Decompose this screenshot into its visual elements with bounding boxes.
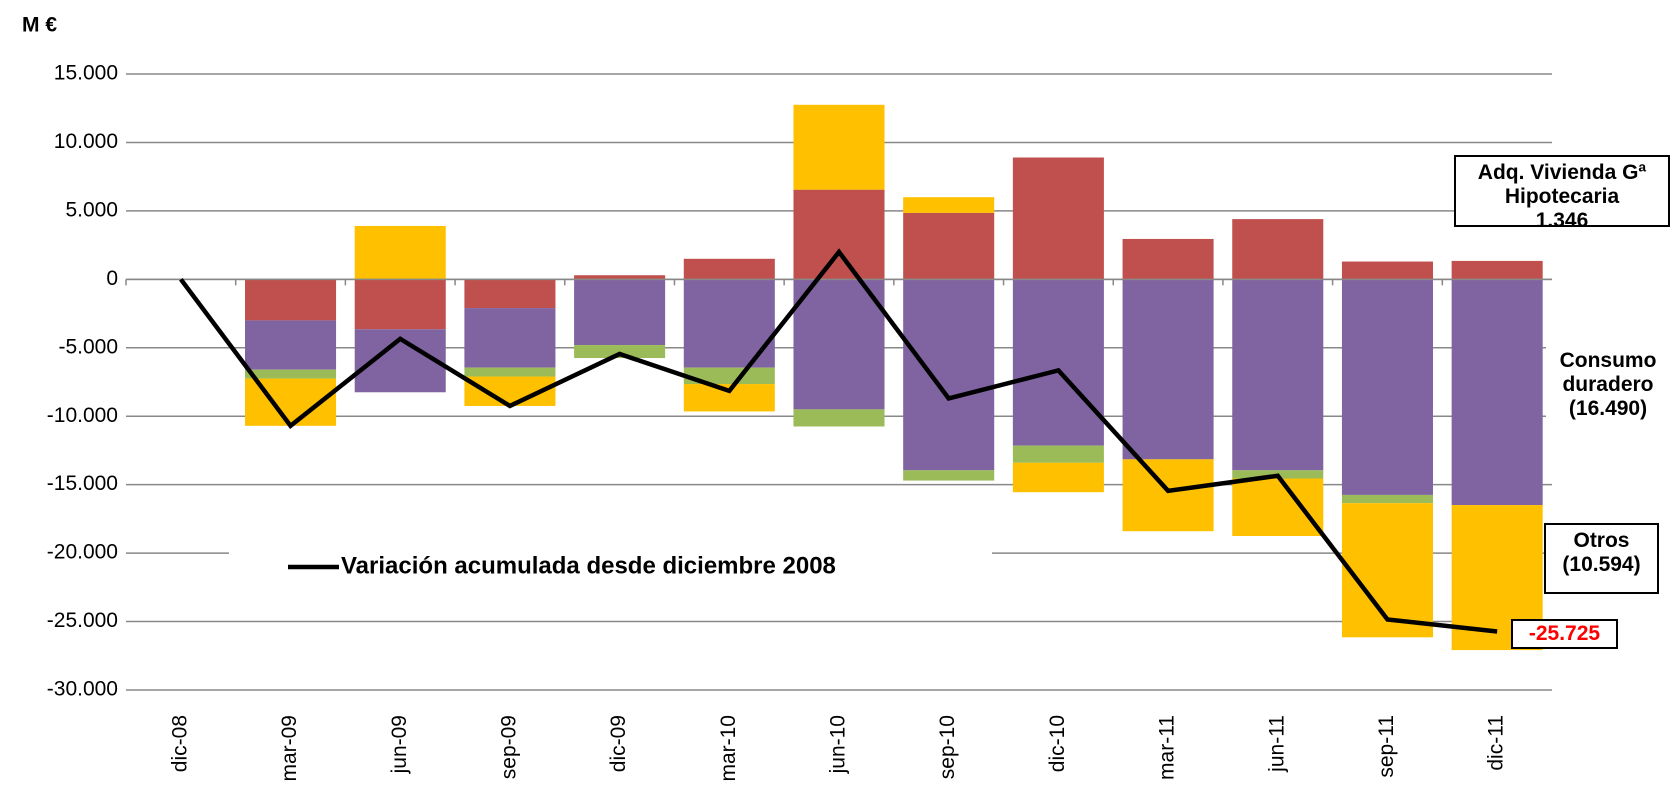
bar-segment: [1451, 279, 1543, 506]
y-tick-label: -15.000: [47, 472, 118, 495]
annotation-text: Consumo duradero: [1559, 349, 1657, 396]
y-tick-label: -25.000: [47, 609, 118, 632]
x-tick-label: jun-10: [827, 715, 850, 774]
x-tick-label: dic-11: [1485, 715, 1508, 771]
cumulative-line: [179, 248, 1498, 634]
x-tick-label: dic-09: [607, 715, 630, 772]
bar-segment: [245, 369, 337, 379]
bar-segment: [793, 104, 885, 190]
x-tick-label: jun-11: [1265, 715, 1288, 773]
bar-segment: [464, 367, 556, 377]
annotation-text: Adq. Vivienda Gª Hipotecaria: [1477, 161, 1647, 208]
x-tick-label: sep-11: [1375, 715, 1398, 778]
bar-segment: [793, 409, 885, 427]
bar-segment: [903, 197, 995, 213]
bar-segment: [354, 279, 446, 330]
bar-segment: [793, 189, 885, 280]
x-tick-label: mar-10: [717, 715, 740, 782]
annotation-text: -25.725: [1528, 622, 1601, 645]
x-tick-label: sep-10: [936, 715, 959, 779]
y-tick-label: 15.000: [54, 62, 118, 85]
bar-segment: [1451, 260, 1543, 280]
legend-label: Variación acumulada desde diciembre 2008: [341, 552, 836, 579]
annotation-text: (10.594): [1562, 553, 1641, 576]
bar-segment: [793, 279, 885, 410]
bar-segment: [903, 212, 995, 280]
x-tick-label: dic-08: [168, 715, 191, 772]
y-tick-label: -30.000: [47, 678, 118, 701]
annotation-consumo: Consumo duradero (16.490): [1546, 345, 1670, 437]
bar-segment: [245, 279, 337, 321]
x-tick-label: sep-09: [497, 715, 520, 779]
legend-box: [229, 536, 992, 596]
y-tick-label: 5.000: [65, 198, 118, 221]
bar-segment: [903, 279, 995, 471]
bar-segment: [1232, 478, 1324, 536]
x-tick-label: mar-11: [1156, 715, 1179, 780]
bar-segment: [1341, 503, 1433, 638]
bar-segment: [683, 367, 775, 385]
bar-segment: [1122, 238, 1214, 280]
bar-segment: [1012, 279, 1104, 446]
y-tick-label: 10.000: [54, 130, 118, 153]
annotation-text: 1.346: [1535, 209, 1589, 232]
bar-segment: [1341, 279, 1433, 495]
bar-segment: [1012, 445, 1104, 463]
x-tick-label: jun-09: [388, 715, 411, 774]
annotation-otros: Otros (10.594): [1544, 523, 1659, 594]
bar-segment: [1122, 279, 1214, 460]
y-tick-label: -5.000: [58, 335, 118, 358]
bar-segment: [464, 279, 556, 309]
bar-segment: [1012, 462, 1104, 493]
y-tick-label: -10.000: [47, 404, 118, 427]
y-tick-label: -20.000: [47, 541, 118, 564]
bar-segment: [1122, 459, 1214, 532]
bar-segment: [574, 345, 666, 359]
x-tick-label: dic-10: [1046, 715, 1069, 772]
x-tick-label: mar-09: [278, 715, 301, 782]
bar-segment: [1341, 494, 1433, 504]
bar-segment: [683, 258, 775, 280]
bar-segment: [464, 308, 556, 368]
bar-segment: [1012, 157, 1104, 280]
y-axis-label: M €: [22, 14, 57, 37]
bar-segment: [574, 279, 666, 346]
annotation-total: -25.725: [1511, 619, 1618, 649]
annotation-text: Otros: [1573, 529, 1630, 552]
y-tick-label: 0: [106, 267, 118, 290]
bar-segment: [903, 470, 995, 481]
bar-segment: [354, 225, 446, 280]
annotation-text: (16.490): [1568, 397, 1648, 420]
bar-segment: [1232, 219, 1324, 280]
bar-segment: [1232, 279, 1324, 471]
bar-segment: [574, 275, 666, 280]
bar-segment: [1341, 261, 1433, 280]
bar-segment: [245, 320, 337, 370]
annotation-vivienda: Adq. Vivienda Gª Hipotecaria 1.346: [1454, 155, 1670, 232]
bar-segment: [683, 279, 775, 368]
